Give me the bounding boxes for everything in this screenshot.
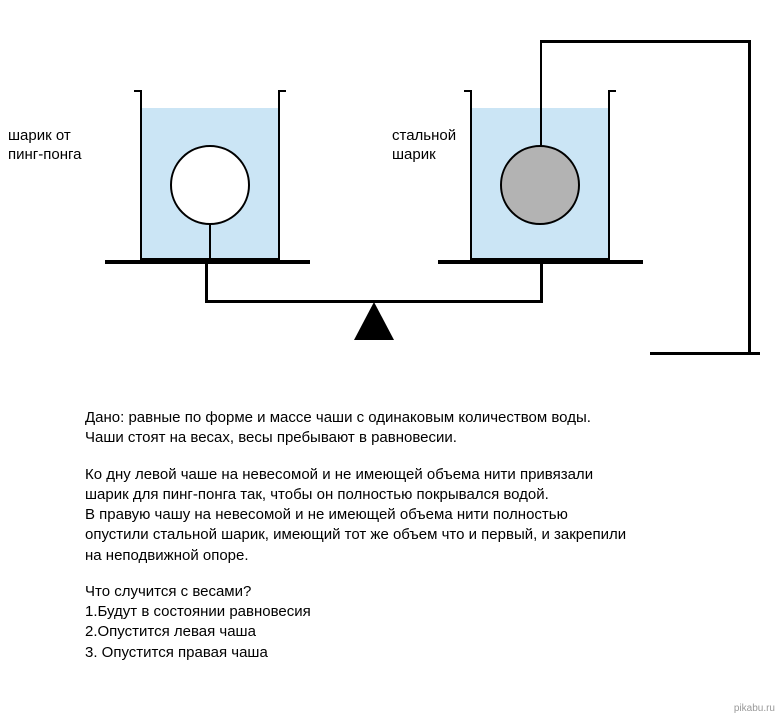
beaker-lip [134,90,142,92]
beaker-lip [464,90,472,92]
beaker-lip [278,90,286,92]
label-left: шарик от пинг-понга [8,127,81,165]
stand-base [650,352,760,355]
paragraph-question: Что случится с весами? 1.Будут в состоян… [85,582,705,663]
ping-pong-ball [170,145,250,225]
string-right [540,42,542,150]
beaker-lip [608,90,616,92]
stand-pole [748,40,751,354]
paragraph-setup: Ко дну левой чаше на невесомой и не имею… [85,465,705,566]
physics-diagram: шарик от пинг-понга стальной шарик [0,0,781,370]
stand-arm [540,40,750,43]
label-right: стальной шарик [392,127,456,165]
steel-ball [500,145,580,225]
drop-right [540,262,543,302]
fulcrum-icon [354,302,394,340]
problem-text: Дано: равные по форме и массе чаши с оди… [85,408,705,679]
drop-left [205,262,208,302]
paragraph-given: Дано: равные по форме и массе чаши с оди… [85,408,705,449]
watermark: pikabu.ru [734,703,775,714]
